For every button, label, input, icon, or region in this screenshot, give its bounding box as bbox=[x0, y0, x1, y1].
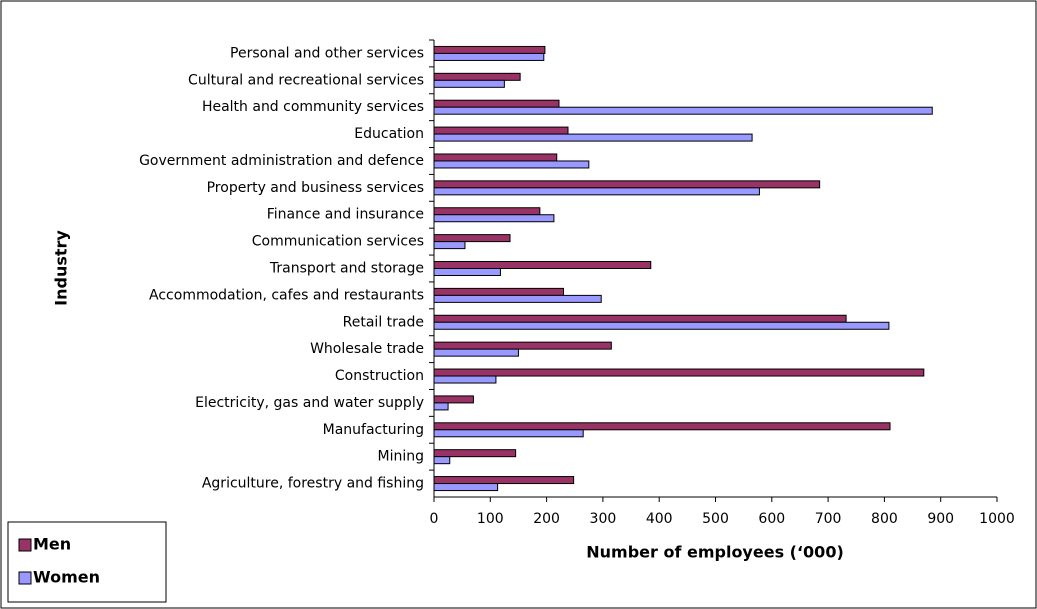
x-tick-label: 400 bbox=[646, 511, 673, 527]
bar bbox=[433, 402, 449, 411]
x-tick-label: 600 bbox=[758, 511, 785, 527]
x-tick-label: 200 bbox=[533, 511, 560, 527]
y-tick-label: Agriculture, forestry and fishing bbox=[202, 476, 424, 492]
bar bbox=[433, 207, 541, 216]
bar bbox=[433, 321, 890, 330]
bar bbox=[433, 180, 821, 189]
y-tick-label: Transport and storage bbox=[269, 261, 424, 277]
legend-swatch bbox=[18, 538, 32, 552]
x-tick-label: 1000 bbox=[979, 511, 1015, 527]
bar bbox=[433, 456, 451, 465]
y-axis-title: Industry bbox=[52, 230, 71, 306]
bar bbox=[433, 483, 499, 492]
bar bbox=[433, 241, 466, 250]
bar bbox=[433, 348, 519, 357]
x-tick-label: 300 bbox=[590, 511, 617, 527]
x-tick-label: 900 bbox=[927, 511, 954, 527]
legend-box bbox=[7, 521, 167, 603]
bar bbox=[433, 133, 753, 142]
y-tick-label: Construction bbox=[335, 368, 424, 384]
y-tick-label: Electricity, gas and water supply bbox=[195, 395, 424, 411]
legend-label: Men bbox=[33, 535, 71, 554]
y-tick-label: Accommodation, cafes and restaurants bbox=[149, 287, 424, 303]
y-tick-label: Finance and insurance bbox=[267, 207, 424, 223]
bar bbox=[433, 261, 652, 269]
x-tick-label: 0 bbox=[430, 511, 439, 527]
y-tick-label: Wholesale trade bbox=[310, 341, 424, 357]
bar bbox=[433, 449, 517, 458]
legend-swatch bbox=[18, 571, 32, 585]
y-tick-label: Manufacturing bbox=[323, 422, 424, 438]
bar bbox=[433, 287, 564, 296]
bar bbox=[433, 368, 925, 377]
bar bbox=[433, 476, 575, 485]
bar bbox=[433, 395, 474, 404]
y-tick-label: Property and business services bbox=[207, 180, 424, 196]
bar bbox=[433, 375, 497, 384]
bar bbox=[433, 45, 546, 54]
bar bbox=[433, 422, 891, 431]
y-tick-label: Health and community services bbox=[202, 99, 424, 115]
bar bbox=[433, 314, 847, 323]
x-axis-title: Number of employees (‘000) bbox=[586, 543, 844, 562]
y-tick-label: Government administration and defence bbox=[139, 153, 424, 169]
legend-label: Women bbox=[33, 568, 100, 587]
bar bbox=[433, 72, 521, 81]
bar bbox=[433, 234, 511, 243]
bar bbox=[433, 160, 590, 169]
bar bbox=[433, 187, 760, 196]
bar bbox=[433, 99, 560, 108]
bar bbox=[433, 429, 584, 438]
y-tick-label: Personal and other services bbox=[230, 45, 424, 61]
x-tick-label: 800 bbox=[871, 511, 898, 527]
y-tick-label: Communication services bbox=[252, 234, 424, 250]
y-tick-label: Retail trade bbox=[343, 314, 424, 330]
bar bbox=[433, 341, 612, 350]
x-tick-label: 100 bbox=[477, 511, 504, 527]
bar bbox=[433, 268, 501, 276]
bar bbox=[433, 52, 545, 61]
y-tick-label: Cultural and recreational services bbox=[188, 72, 424, 88]
bar bbox=[433, 153, 558, 162]
bar bbox=[433, 79, 505, 88]
x-tick-label: 700 bbox=[815, 511, 842, 527]
y-tick-label: Mining bbox=[378, 449, 425, 465]
bar bbox=[433, 126, 569, 135]
bar bbox=[433, 294, 602, 303]
bar bbox=[433, 106, 933, 115]
x-tick-label: 500 bbox=[702, 511, 729, 527]
y-tick-label: Education bbox=[354, 126, 424, 142]
bar bbox=[433, 214, 555, 223]
